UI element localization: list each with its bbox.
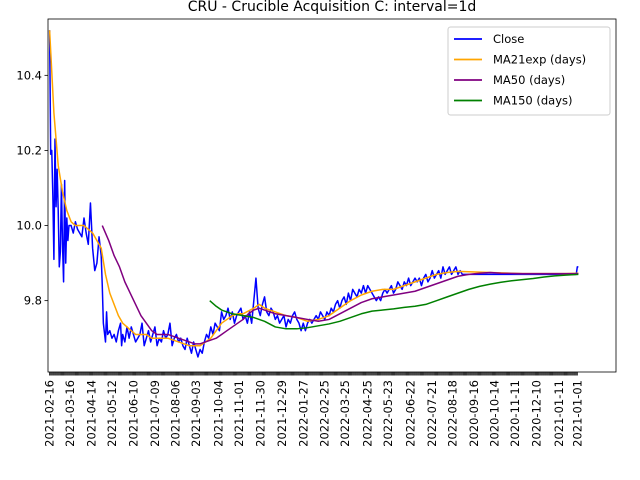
legend-box xyxy=(447,26,611,116)
x-tick-label: 2021-03-16 xyxy=(63,380,77,447)
x-tick-label: 2021-08-06 xyxy=(168,380,182,447)
x-tick-label: 2022-08-18 xyxy=(446,380,460,447)
x-tick-label: 2022-04-25 xyxy=(361,380,375,447)
legend-label: MA150 (days) xyxy=(493,94,573,108)
legend-label: Close xyxy=(493,32,524,46)
legend: Close MA21exp (days) MA50 (days) MA150 (day… xyxy=(447,26,611,116)
x-tick-label: 2020-10-14 xyxy=(488,380,502,447)
x-tick-label: 2022-02-25 xyxy=(318,380,332,447)
chart-title: CRU - Crucible Acquisition C: interval=1… xyxy=(188,0,477,15)
y-tick-label: 10.2 xyxy=(16,143,42,157)
x-tick-label: 2021-01-01 xyxy=(570,380,584,447)
x-tick-label: 2022-01-27 xyxy=(296,380,310,447)
x-tick-label: 2021-12-29 xyxy=(275,380,289,447)
x-tick-label: 2021-02-16 xyxy=(43,380,57,447)
x-tick-label: 2021-04-14 xyxy=(85,380,99,447)
y-tick-label: 9.8 xyxy=(24,294,42,308)
x-tick-label: 2021-05-12 xyxy=(105,380,119,447)
axes-layer: 9.8 10.0 10.2 10.4 2021-02-16 2021-03-16 2021-… xyxy=(16,18,617,447)
x-tick-label: 2021-09-03 xyxy=(189,380,203,447)
x-tick-label: 2021-10-04 xyxy=(211,380,225,447)
x-minor-ticks xyxy=(49,372,578,376)
legend-label: MA50 (days) xyxy=(493,73,565,87)
x-tick-label: 2021-07-09 xyxy=(148,380,162,447)
x-tick-label: 2020-09-16 xyxy=(467,380,481,447)
y-tick-label: 10.0 xyxy=(16,219,42,233)
series-line-3 xyxy=(209,273,579,330)
x-tick-label: 2021-06-10 xyxy=(126,380,140,447)
legend-label: MA21exp (days) xyxy=(493,53,586,67)
series-layer xyxy=(48,30,579,358)
series-line-1 xyxy=(48,30,579,347)
x-tick-label: 2022-06-22 xyxy=(404,380,418,447)
x-tick-label: 2021-11-30 xyxy=(253,380,267,447)
x-tick-label: 2021-11-01 xyxy=(232,380,246,447)
series-line-0 xyxy=(48,30,579,358)
x-tick-label: 2022-07-21 xyxy=(425,380,439,447)
series-line-2 xyxy=(101,225,579,345)
x-tick-label: 2020-11-11 xyxy=(508,380,522,447)
x-tick-label: 2021-01-11 xyxy=(552,380,566,447)
y-tick-label: 10.4 xyxy=(16,68,42,82)
x-tick-label: 2020-12-10 xyxy=(529,380,543,447)
x-tick-label: 2022-05-23 xyxy=(381,380,395,447)
x-tick-label: 2022-03-25 xyxy=(338,380,352,447)
